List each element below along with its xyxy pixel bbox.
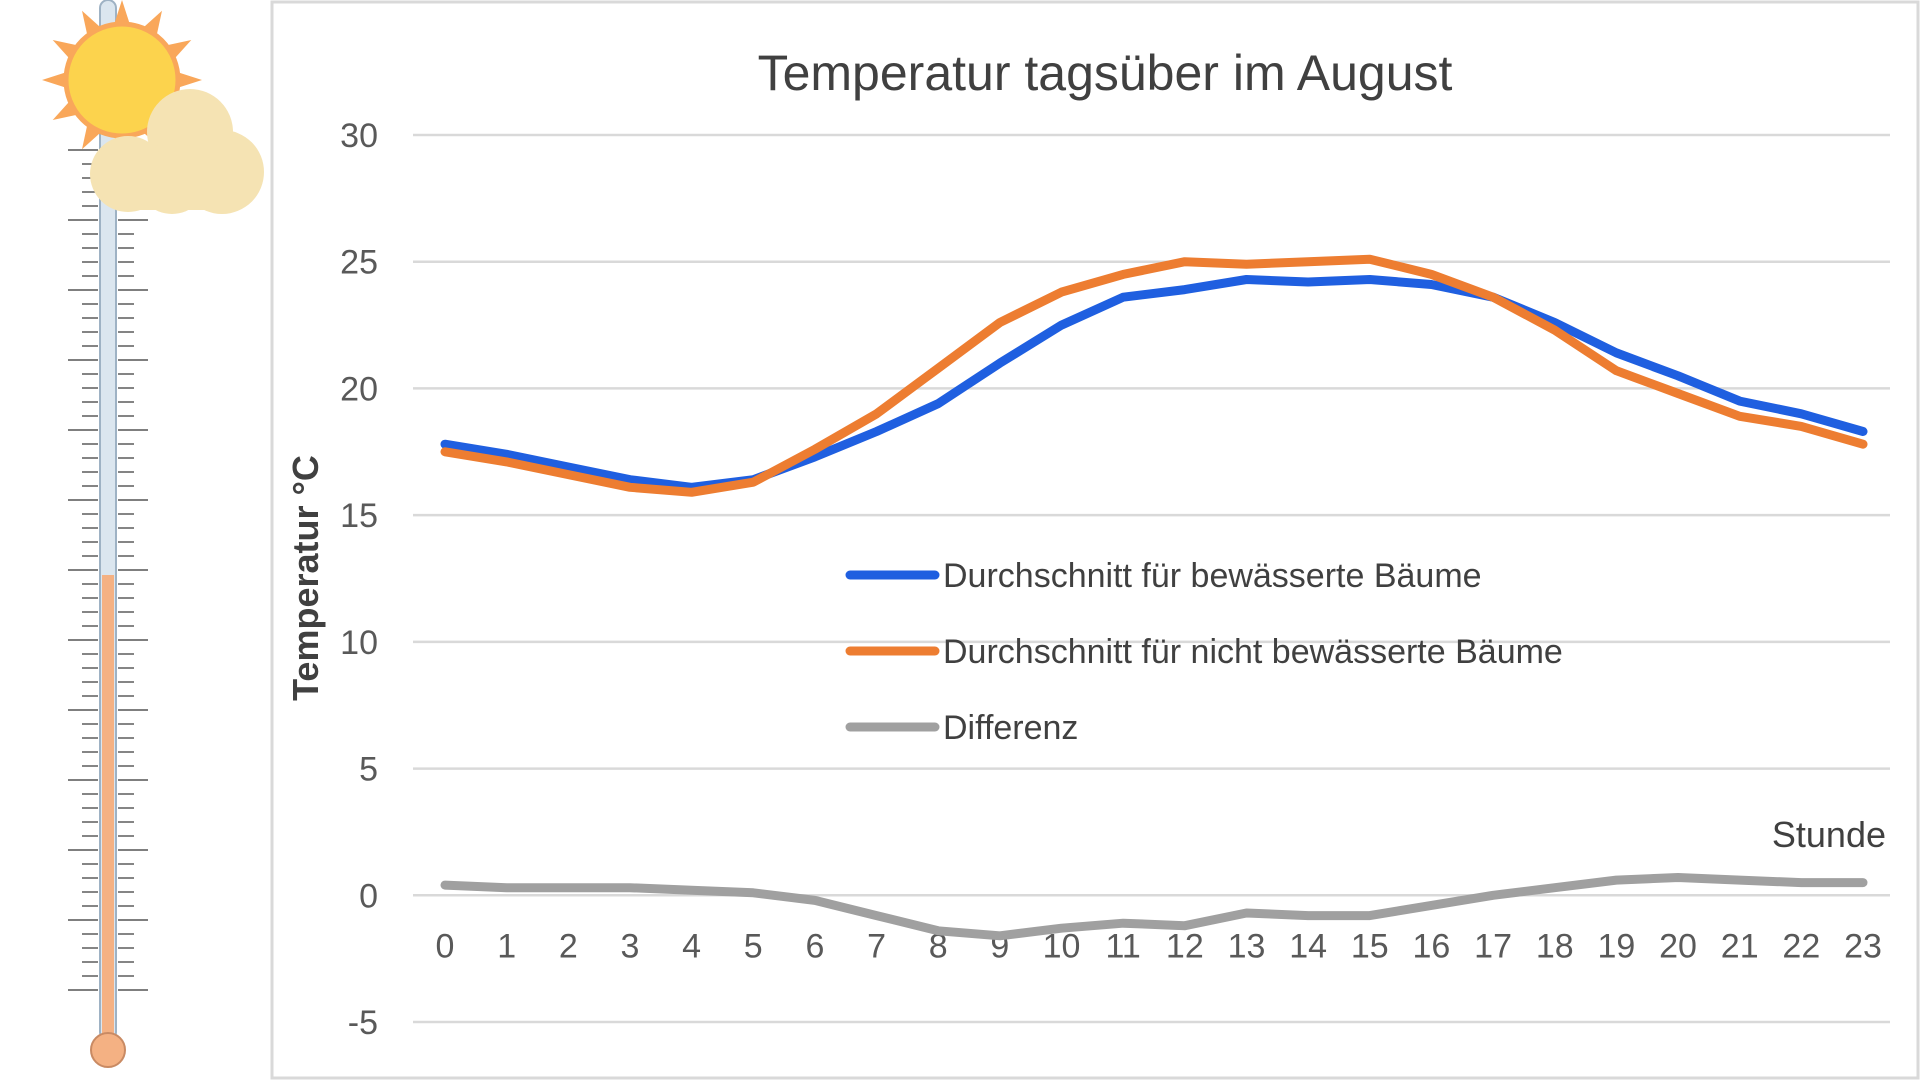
chart-frame <box>270 0 1920 1080</box>
chart: Temperatur tagsüber im August -505101520… <box>270 0 1920 1080</box>
y-tick-label: 5 <box>359 751 378 789</box>
x-tick-label: 5 <box>744 927 763 965</box>
x-tick-label: 3 <box>620 927 639 965</box>
series-line-3 <box>440 873 1868 941</box>
x-tick-label: 20 <box>1659 927 1697 965</box>
x-tick-label: 2 <box>559 927 578 965</box>
y-tick-label: 20 <box>340 370 378 408</box>
y-tick-label: 0 <box>359 877 378 915</box>
legend-label: Differenz <box>943 709 1078 747</box>
cloud-icon <box>90 89 264 214</box>
x-tick-label: 16 <box>1413 927 1451 965</box>
x-tick-label: 14 <box>1289 927 1327 965</box>
series-lines <box>440 254 1868 941</box>
x-tick-label: 11 <box>1106 927 1141 965</box>
sun-ray <box>42 70 71 90</box>
y-tick-label: 10 <box>340 624 378 662</box>
x-tick-label: 4 <box>682 927 701 965</box>
x-tick-label: 15 <box>1351 927 1389 965</box>
x-tick-label: 12 <box>1166 927 1204 965</box>
x-tick-label: 7 <box>867 927 886 965</box>
y-tick-label: -5 <box>348 1004 378 1042</box>
sun-ray <box>112 0 132 29</box>
sun-behind-cloud-icon <box>42 0 264 214</box>
x-tick-label: 1 <box>497 927 516 965</box>
x-tick-label: 23 <box>1844 927 1882 965</box>
legend-label: Durchschnitt für nicht bewässerte Bäume <box>943 633 1563 671</box>
legend-label: Durchschnitt für bewässerte Bäume <box>943 557 1482 595</box>
x-tick-label: 0 <box>436 927 455 965</box>
y-tick-labels: -5 0 5 10 15 20 25 30 <box>340 117 378 1042</box>
chart-title: Temperatur tagsüber im August <box>758 45 1453 101</box>
x-tick-label: 19 <box>1597 927 1635 965</box>
x-tick-label: 13 <box>1228 927 1266 965</box>
x-tick-labels: 0 1 2 3 4 5 6 7 8 9 10 11 12 13 14 15 16 17 18 19 20 21 22 23 <box>436 927 1882 965</box>
x-axis-label: Stunde <box>1772 814 1886 855</box>
x-tick-label: 21 <box>1721 927 1759 965</box>
sun-icon <box>63 21 181 139</box>
x-tick-label: 18 <box>1536 927 1574 965</box>
x-tick-label: 6 <box>805 927 824 965</box>
y-tick-label: 25 <box>340 244 378 282</box>
y-axis-label: Temperatur °C <box>285 455 326 701</box>
sun-ray <box>173 70 202 90</box>
series-line-1 <box>440 275 1868 492</box>
y-tick-label: 30 <box>340 117 378 155</box>
series-line-2 <box>440 254 1868 497</box>
legend: Durchschnitt für bewässerte Bäume Durchsc… <box>845 557 1563 747</box>
x-tick-label: 22 <box>1782 927 1820 965</box>
gridlines <box>413 133 1890 1024</box>
x-tick-label: 8 <box>929 927 948 965</box>
x-tick-label: 17 <box>1474 927 1512 965</box>
thermometer-icon <box>68 0 148 1068</box>
y-tick-label: 15 <box>340 497 378 535</box>
